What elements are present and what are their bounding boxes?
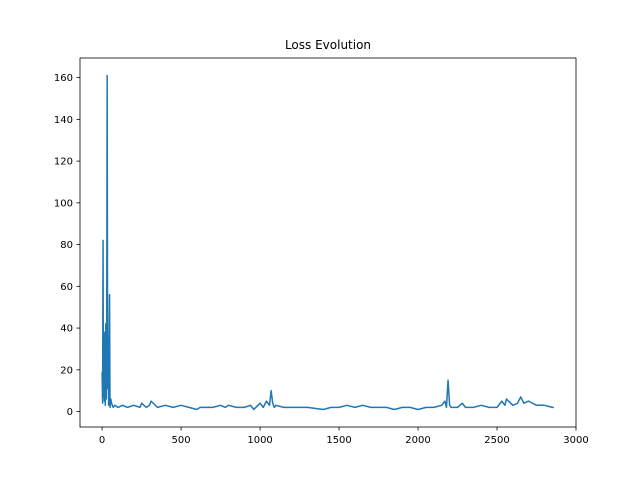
y-tick-label: 0: [67, 407, 73, 418]
y-tick-label: 40: [60, 324, 73, 335]
y-tick-label: 60: [60, 282, 73, 293]
series-line-0: [101, 74, 554, 411]
x-tick-label: 0: [99, 435, 105, 446]
x-tick-label: 2000: [405, 435, 430, 446]
x-tick-label: 2500: [484, 435, 509, 446]
x-tick-label: 1000: [247, 435, 272, 446]
plot-area: [101, 74, 554, 411]
y-tick-label: 140: [54, 115, 73, 126]
chart-title: Loss Evolution: [285, 38, 371, 52]
axes: 0 500 1000 1500 2000 2500 3000 0 20 40 60 80 100 120 1…: [54, 57, 589, 446]
y-tick-label: 80: [60, 240, 73, 251]
y-tick-label: 120: [54, 157, 73, 168]
y-tick-label: 20: [60, 365, 73, 376]
y-tick-label: 160: [54, 73, 73, 84]
x-tick-label: 500: [172, 435, 191, 446]
x-tick-label: 1500: [326, 435, 351, 446]
x-tick-label: 3000: [563, 435, 588, 446]
axes-frame: [79, 57, 577, 428]
y-tick-label: 100: [54, 198, 73, 209]
